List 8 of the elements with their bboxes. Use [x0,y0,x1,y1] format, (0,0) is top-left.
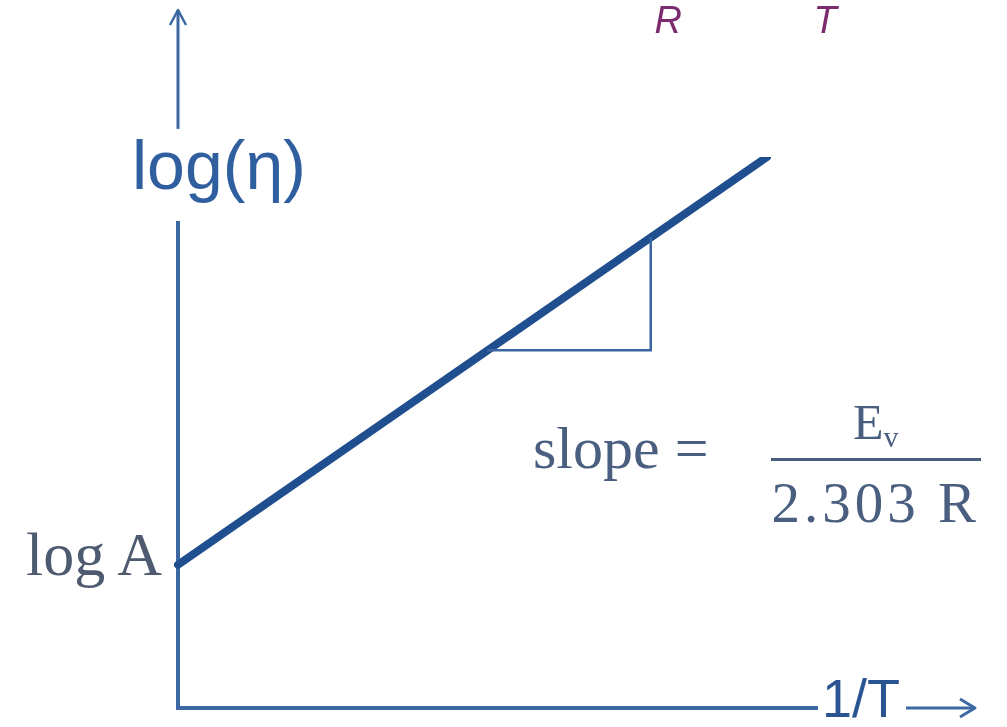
text: R [654,0,682,42]
annotation: log A [26,519,163,588]
annotation: E$_{v}$ [853,394,899,453]
annotation: 2.303 R [771,471,981,535]
text: T [813,0,837,42]
x-axis-title: 1/T [822,667,901,727]
y-axis-title: log(η) [132,126,306,203]
annotation: slope = [533,414,709,481]
